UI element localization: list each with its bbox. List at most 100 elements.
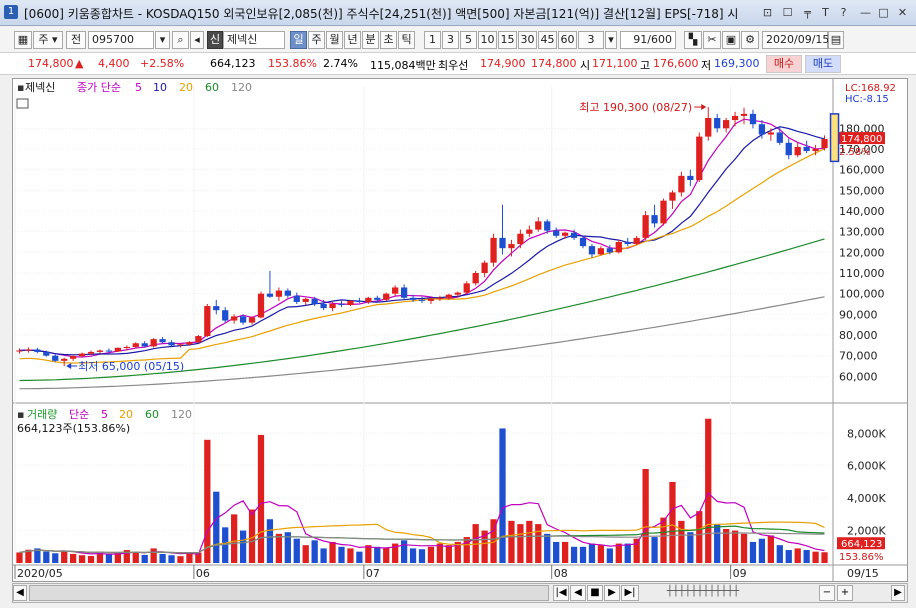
volume-bar[interactable] — [96, 551, 104, 563]
candle-body[interactable] — [347, 300, 354, 306]
volume-bar[interactable] — [25, 549, 32, 563]
volume-bar[interactable] — [186, 552, 193, 563]
candle-body[interactable] — [526, 229, 533, 234]
volume-bar[interactable] — [785, 550, 792, 563]
candle-body[interactable] — [356, 300, 363, 302]
candle-body[interactable] — [141, 343, 148, 347]
volume-bar[interactable] — [141, 554, 148, 563]
candle-body[interactable] — [776, 132, 783, 143]
code-input[interactable]: 095700 — [88, 31, 154, 49]
volume-bar[interactable] — [123, 550, 130, 563]
chart-area[interactable]: 60,000 70,000 80,000 90,000 100,000 110,000 12… — [12, 78, 908, 582]
count-input[interactable]: 91/600 — [620, 31, 676, 49]
volume-bar[interactable] — [365, 545, 372, 563]
restore-icon[interactable]: ⊡ — [762, 6, 773, 19]
interval-button-30[interactable]: 30 — [518, 31, 537, 49]
volume-bar[interactable] — [302, 545, 309, 563]
volume-bar[interactable] — [392, 543, 399, 563]
volume-bar[interactable] — [588, 543, 596, 563]
candle-body[interactable] — [25, 349, 32, 351]
volume-bar[interactable] — [705, 418, 712, 563]
volume-bar[interactable] — [400, 540, 408, 563]
zoom-out-icon[interactable]: − — [819, 585, 835, 601]
volume-bar[interactable] — [794, 548, 801, 563]
volume-bar[interactable] — [70, 553, 77, 563]
candle-body[interactable] — [803, 146, 810, 152]
candle-body[interactable] — [284, 290, 291, 296]
candle-body[interactable] — [561, 232, 569, 236]
candle-body[interactable] — [78, 353, 86, 357]
volume-bar[interactable] — [275, 533, 283, 563]
candle-body[interactable] — [311, 298, 318, 304]
candle-body[interactable] — [490, 237, 497, 263]
volume-bar[interactable] — [16, 552, 23, 563]
candle-body[interactable] — [624, 242, 631, 245]
candle-body[interactable] — [544, 221, 551, 231]
volume-bar[interactable] — [570, 546, 578, 563]
candle-body[interactable] — [114, 347, 121, 352]
volume-bar[interactable] — [758, 538, 766, 563]
candle-body[interactable] — [606, 248, 613, 253]
volume-bar[interactable] — [311, 540, 318, 563]
candle-body[interactable] — [329, 304, 336, 309]
maximize-icon[interactable]: ☐ — [782, 6, 793, 19]
volume-bar[interactable] — [687, 532, 694, 563]
scroll-left-icon[interactable]: ◀ — [13, 585, 27, 601]
volume-bar[interactable] — [356, 551, 363, 563]
volume-bar[interactable] — [490, 519, 497, 563]
candle-body[interactable] — [472, 273, 479, 284]
candle-body[interactable] — [374, 297, 381, 300]
volume-bar[interactable] — [114, 552, 121, 563]
candle-body[interactable] — [436, 297, 444, 299]
candle-body[interactable] — [723, 120, 730, 129]
search-icon[interactable]: ⌕ — [172, 31, 189, 49]
volume-bar[interactable] — [248, 509, 256, 563]
volume-bar[interactable] — [78, 555, 86, 563]
candle-body[interactable] — [463, 283, 470, 293]
volume-bar[interactable] — [43, 551, 50, 563]
calc-icon[interactable] — [16, 98, 29, 109]
candle-body[interactable] — [52, 355, 59, 361]
volume-bar[interactable] — [561, 541, 569, 563]
volume-bar[interactable] — [257, 434, 265, 563]
candle-body[interactable] — [61, 358, 68, 361]
volume-bar[interactable] — [731, 530, 739, 563]
period-button-1[interactable]: 주 — [308, 31, 325, 49]
candle-body[interactable] — [320, 304, 327, 309]
save-icon[interactable]: ▣ — [722, 31, 740, 49]
candle-body[interactable] — [365, 297, 372, 302]
candle-body[interactable] — [275, 290, 283, 297]
volume-bar[interactable] — [740, 533, 748, 563]
volume-bar[interactable] — [231, 514, 238, 563]
interval-dropdown-icon[interactable]: ▾ — [605, 31, 617, 49]
candle-body[interactable] — [159, 339, 166, 343]
candle-body[interactable] — [231, 316, 238, 321]
volume-bar[interactable] — [669, 481, 676, 563]
interval-button-15[interactable]: 15 — [498, 31, 517, 49]
candle-body[interactable] — [445, 294, 452, 298]
volume-bar[interactable] — [579, 546, 587, 563]
candle-body[interactable] — [597, 248, 605, 255]
volume-bar[interactable] — [329, 541, 336, 563]
volume-bar[interactable] — [347, 548, 354, 563]
candle-body[interactable] — [821, 139, 828, 149]
indicator-icon[interactable]: ▚ — [684, 31, 702, 49]
interval-button-3[interactable]: 3 — [442, 31, 459, 49]
volume-bar[interactable] — [508, 520, 515, 563]
candle-body[interactable] — [767, 132, 774, 135]
font-icon[interactable]: T — [822, 6, 829, 19]
candle-body[interactable] — [257, 293, 265, 318]
period-button-5[interactable]: 초 — [380, 31, 397, 49]
speaker-icon[interactable]: ◂ — [190, 31, 204, 49]
close-icon[interactable]: ✕ — [897, 6, 908, 19]
buy-button[interactable]: 매수 — [766, 55, 802, 73]
volume-bar[interactable] — [517, 524, 524, 563]
candle-body[interactable] — [588, 246, 596, 255]
volume-bar[interactable] — [767, 535, 774, 563]
volume-bar[interactable] — [266, 519, 274, 563]
candle-body[interactable] — [705, 118, 712, 137]
volume-bar[interactable] — [803, 550, 810, 563]
candle-body[interactable] — [150, 339, 157, 347]
candle-body[interactable] — [714, 118, 721, 129]
code-dropdown-icon[interactable]: ▾ — [155, 31, 170, 49]
